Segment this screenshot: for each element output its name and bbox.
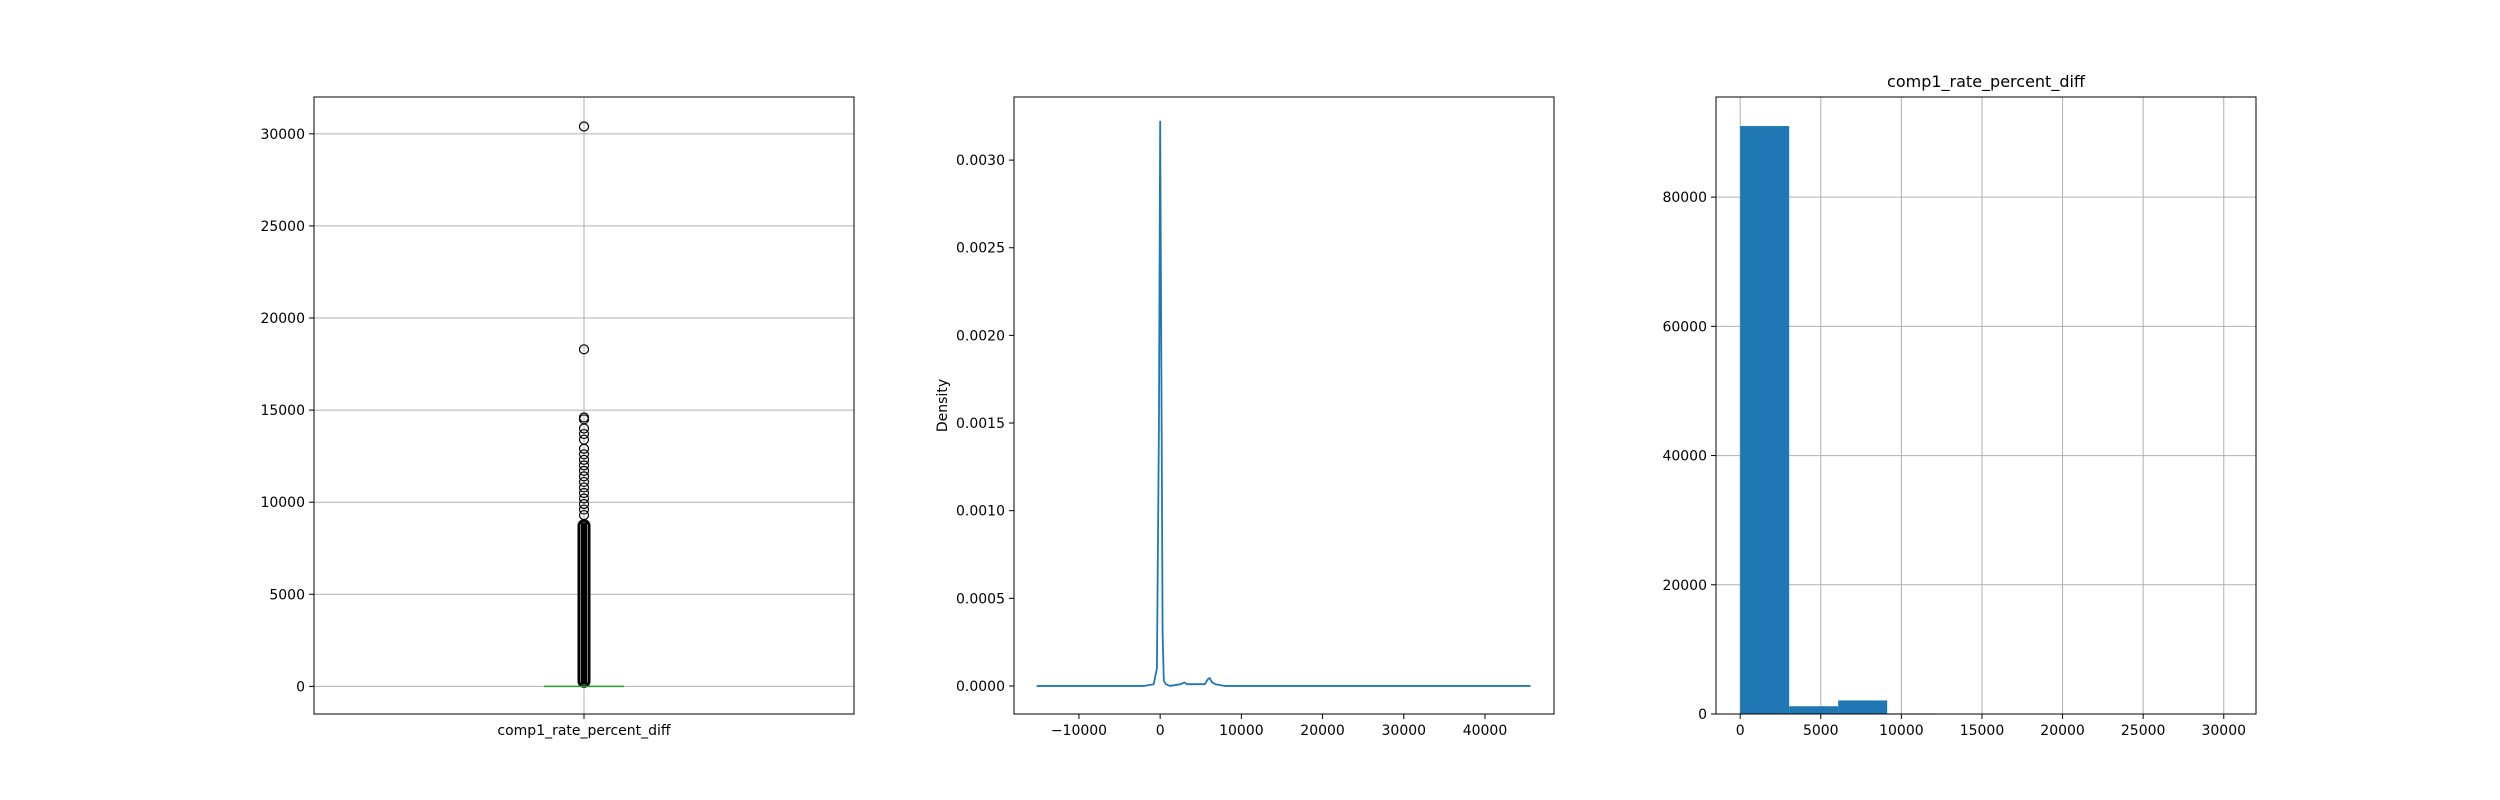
boxplot-outlier-point: [578, 509, 590, 521]
boxplot-outlier-point: [578, 498, 590, 510]
boxplot-y-tick-label: 5000: [269, 587, 305, 603]
density-y-axis-label: Density: [935, 379, 951, 432]
boxplot-y-tick-label: 20000: [260, 311, 305, 327]
boxplot-y-tick-label: 0: [296, 679, 305, 695]
histogram-bar: [1740, 126, 1790, 714]
histogram-y-tick-label: 60000: [1662, 319, 1707, 335]
density-x-tick-label: −10000: [1051, 723, 1107, 739]
boxplot-outlier-point: [578, 423, 590, 434]
density-y-tick-label: 0.0010: [956, 504, 1005, 520]
histogram-x-tick-label: 0: [1736, 723, 1745, 739]
density-panel: −10000 0 10000 20000 30000 40000 0.0000 0.0005 0…: [935, 96, 1555, 739]
histogram-x-tick-label: 15000: [1960, 723, 2005, 739]
boxplot-outlier-point: [578, 471, 590, 482]
density-x-tick-label: 30000: [1382, 723, 1427, 739]
histogram-x-tick-label: 5000: [1803, 723, 1839, 739]
boxplot-outlier-point: [578, 428, 590, 440]
histogram-marks: [1740, 126, 2231, 714]
boxplot-y-tick-label: 25000: [260, 219, 305, 235]
density-y-tick-label: 0.0005: [956, 591, 1005, 607]
boxplot-outlier-point: [578, 443, 590, 454]
boxplot-outlier-point: [578, 476, 590, 488]
density-axes-frame: [1013, 96, 1555, 715]
boxplot-marks: [544, 121, 624, 688]
boxplot-outlier-point: [578, 460, 590, 471]
boxplot-y-tick-label: 10000: [260, 495, 305, 511]
density-y-tick-label: 0.0025: [956, 241, 1005, 257]
density-x-tick-label: 20000: [1300, 723, 1345, 739]
histogram-bar: [1789, 706, 1839, 714]
histogram-title: comp1_rate_percent_diff: [1887, 72, 2086, 92]
boxplot-outlier-point: [578, 487, 590, 499]
histogram-x-tick-label: 20000: [2040, 723, 2085, 739]
histogram-y-tick-label: 0: [1698, 707, 1707, 723]
boxplot-gridlines: [314, 97, 854, 714]
boxplot-ticks: 0 5000 10000 15000 20000 25000 30000: [260, 127, 585, 719]
histogram-axes-frame: [1715, 96, 2257, 715]
boxplot-x-axis-label: comp1_rate_percent_diff: [497, 723, 671, 739]
histogram-bar: [1838, 700, 1888, 714]
histogram-y-tick-label: 80000: [1662, 190, 1707, 206]
histogram-x-tick-label: 25000: [2121, 723, 2166, 739]
density-ticks: −10000 0 10000 20000 30000 40000 0.0000 0.0005 0…: [956, 153, 1507, 739]
boxplot-outlier-point: [578, 493, 590, 504]
density-y-tick-label: 0.0030: [956, 153, 1005, 169]
boxplot-outlier-point: [578, 121, 590, 132]
boxplot-outlier-point: [578, 449, 590, 460]
histogram-x-tick-label: 30000: [2201, 723, 2246, 739]
boxplot-y-tick-label: 15000: [260, 403, 305, 419]
histogram-panel: 0 5000 10000 15000 20000 25000 30000 0 20000 4000…: [1662, 72, 2257, 739]
histogram-ticks: 0 5000 10000 15000 20000 25000 30000 0 20000 4000…: [1662, 190, 2246, 739]
histogram-y-tick-label: 40000: [1662, 449, 1707, 465]
histogram-y-tick-label: 20000: [1662, 578, 1707, 594]
boxplot-outlier-point: [578, 344, 590, 355]
density-x-tick-label: 0: [1156, 723, 1165, 739]
density-marks: [1036, 120, 1531, 687]
density-x-tick-label: 10000: [1219, 723, 1264, 739]
boxplot-panel: 0 5000 10000 15000 20000 25000 30000 comp1_rat…: [260, 96, 855, 739]
boxplot-outlier-point: [578, 482, 590, 493]
density-y-tick-label: 0.0020: [956, 328, 1005, 344]
density-y-tick-label: 0.0015: [956, 416, 1005, 432]
histogram-x-tick-label: 10000: [1879, 723, 1924, 739]
boxplot-y-tick-label: 30000: [260, 127, 305, 143]
boxplot-dense-outliers-fill: [581, 522, 587, 685]
density-series-line: [1036, 120, 1531, 687]
boxplot-outlier-point: [578, 465, 590, 476]
boxplot-outlier-point: [578, 504, 590, 515]
density-y-tick-label: 0.0000: [956, 679, 1005, 695]
boxplot-outlier-point: [578, 454, 590, 465]
density-x-tick-label: 40000: [1463, 723, 1508, 739]
